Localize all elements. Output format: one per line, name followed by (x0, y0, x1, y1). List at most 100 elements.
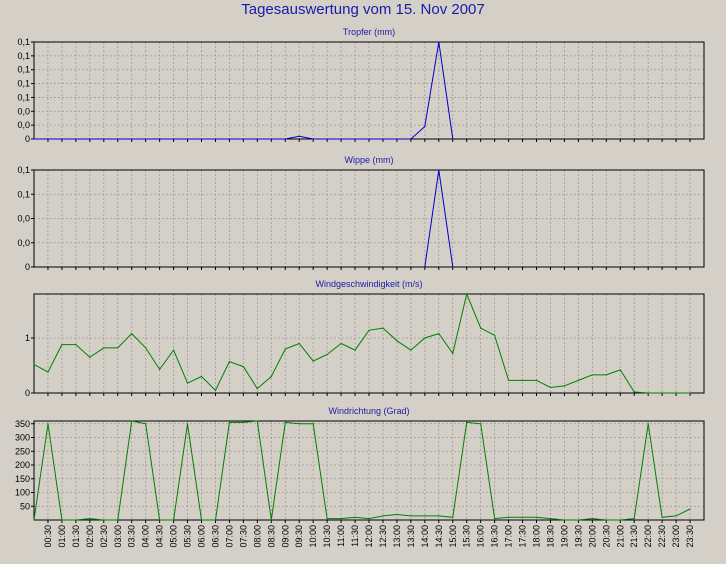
data-point (172, 349, 175, 351)
y-tick-label: 0,1 (17, 37, 30, 47)
data-point (326, 353, 328, 356)
data-point (326, 518, 328, 520)
data-point (131, 420, 133, 422)
x-tick-label: 05:00 (169, 525, 179, 548)
data-point (466, 421, 468, 423)
data-point (61, 138, 63, 140)
data-point (270, 519, 272, 521)
data-point (633, 391, 635, 393)
data-point (214, 138, 217, 140)
data-point (410, 138, 412, 140)
chart-title: Wippe (mm) (345, 155, 394, 165)
x-tick-label: 01:30 (71, 525, 81, 548)
series-line (33, 292, 690, 394)
data-point (438, 41, 440, 43)
data-point (103, 519, 105, 521)
y-tick-label: 200 (15, 460, 30, 470)
x-tick-label: 22:00 (643, 525, 653, 548)
data-point (298, 342, 300, 345)
data-point (159, 368, 161, 370)
data-point (256, 420, 258, 422)
data-point (354, 349, 356, 351)
data-point (689, 392, 691, 394)
data-point (270, 138, 272, 140)
data-point (298, 135, 300, 137)
x-tick-label: 18:30 (545, 525, 555, 548)
data-point (466, 293, 468, 295)
data-point (200, 375, 203, 378)
data-point (172, 138, 175, 140)
data-point (675, 392, 677, 394)
data-point (326, 138, 328, 140)
x-tick-label: 03:00 (113, 525, 123, 548)
y-tick-label: 350 (15, 419, 30, 429)
y-tick-label: 0,0 (17, 214, 30, 224)
x-tick-label: 07:30 (238, 525, 248, 548)
data-point (33, 363, 35, 365)
page-title: Tagesauswertung vom 15. Nov 2007 (241, 1, 485, 18)
data-point (591, 518, 593, 520)
data-point (214, 519, 217, 521)
data-point (186, 138, 189, 140)
data-point (452, 266, 454, 268)
data-point (396, 138, 398, 140)
data-point (117, 347, 119, 349)
x-tick-label: 08:00 (252, 525, 262, 548)
x-tick-label: 19:00 (559, 525, 569, 548)
data-point (633, 518, 635, 520)
x-tick-label: 15:00 (448, 525, 458, 548)
data-point (494, 334, 496, 336)
chart-title: Tropfer (mm) (343, 27, 395, 37)
data-point (480, 423, 482, 425)
plot-frame (33, 420, 705, 521)
x-tick-label: 11:30 (350, 525, 360, 547)
data-point (549, 518, 552, 520)
data-point (242, 421, 244, 423)
data-point (382, 138, 384, 140)
data-point (354, 138, 356, 140)
x-tick-label: 12:30 (378, 525, 388, 548)
data-point (424, 337, 426, 339)
data-point (675, 515, 677, 517)
data-point (312, 138, 314, 140)
data-point (521, 516, 524, 518)
y-tick-label: 0,0 (17, 106, 30, 116)
x-tick-label: 07:00 (224, 525, 234, 548)
data-point (535, 516, 538, 518)
data-point (507, 379, 510, 381)
data-point (47, 423, 49, 425)
data-point (577, 379, 579, 381)
data-point (577, 519, 579, 521)
x-tick-label: 14:00 (420, 525, 430, 548)
x-tick-label: 01:00 (57, 525, 67, 548)
data-point (605, 374, 607, 376)
x-tick-label: 22:30 (657, 525, 667, 548)
x-tick-label: 17:00 (504, 525, 514, 548)
data-point (452, 352, 454, 354)
y-tick-label: 300 (15, 433, 30, 443)
data-point (186, 382, 189, 384)
x-tick-label: 13:30 (406, 525, 416, 548)
data-point (368, 518, 370, 520)
data-point (200, 138, 203, 140)
y-tick-label: 250 (15, 446, 30, 456)
y-tick-label: 0,0 (17, 120, 30, 130)
data-point (117, 519, 119, 521)
data-point (242, 138, 244, 140)
x-tick-label: 10:30 (322, 525, 332, 548)
x-tick-label: 18:00 (532, 525, 542, 548)
x-tick-label: 03:30 (127, 525, 137, 548)
data-point (312, 360, 314, 362)
x-tick-label: 08:30 (266, 525, 276, 548)
y-tick-label: 1 (25, 333, 30, 343)
x-tick-label: 04:00 (141, 525, 151, 548)
data-point (284, 348, 286, 350)
x-tick-label: 16:30 (490, 525, 500, 548)
data-point (75, 519, 77, 521)
x-tick-label: 10:00 (308, 525, 318, 548)
data-point (647, 423, 649, 425)
data-point (424, 125, 426, 128)
data-point (47, 138, 49, 140)
y-tick-label: 0 (25, 262, 30, 272)
